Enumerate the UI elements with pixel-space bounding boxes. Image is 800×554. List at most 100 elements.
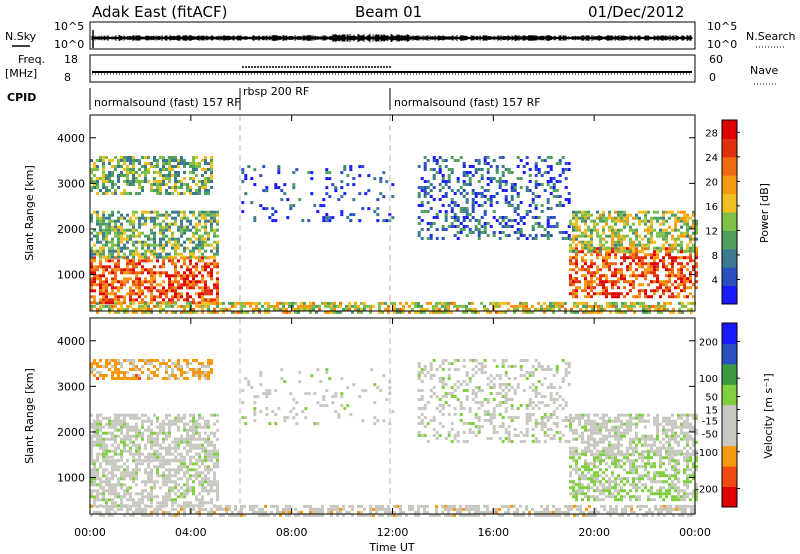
echo-cell (96, 362, 99, 365)
echo-cell (93, 368, 96, 371)
echo-cell (117, 458, 120, 462)
echo-cell (279, 301, 282, 305)
echo-cell (207, 301, 210, 305)
echo-cell (599, 280, 602, 284)
echo-cell (587, 286, 590, 290)
echo-cell (105, 192, 108, 195)
echo-cell (201, 304, 204, 308)
echo-cell (596, 231, 599, 235)
echo-cell (126, 262, 129, 266)
echo-cell (357, 307, 360, 311)
echo-cell (575, 249, 578, 253)
echo-cell (117, 237, 120, 241)
echo-cell (204, 431, 207, 435)
echo-cell (444, 383, 448, 386)
echo-cell (423, 365, 427, 368)
echo-cell (558, 201, 562, 204)
echo-cell (159, 486, 162, 490)
echo-cell (264, 307, 267, 311)
echo-cell (516, 204, 520, 207)
echo-cell (189, 271, 192, 275)
echo-cell (420, 380, 424, 383)
echo-cell (297, 307, 300, 311)
echo-cell (150, 459, 153, 463)
echo-cell (498, 231, 502, 234)
echo-cell (180, 292, 183, 296)
echo-cell (549, 165, 553, 168)
echo-cell (265, 413, 269, 417)
echo-cell (210, 243, 213, 247)
echo-cell (177, 452, 180, 456)
echo-cell (594, 301, 597, 305)
echo-cell (201, 471, 204, 475)
echo-cell (117, 180, 120, 183)
echo-cell (435, 395, 439, 398)
echo-cell (438, 198, 442, 201)
echo-cell (642, 301, 645, 305)
echo-cell (177, 292, 180, 296)
echo-cell (575, 213, 578, 217)
echo-cell (150, 443, 153, 447)
echo-cell (174, 471, 177, 475)
freq-tick-bottom: 8 (64, 71, 71, 84)
echo-cell (153, 165, 156, 168)
echo-cell (192, 310, 195, 314)
echo-cell (210, 455, 213, 459)
echo-cell (189, 210, 192, 214)
echo-cell (456, 159, 460, 162)
echo-cell (357, 310, 360, 314)
echo-cell (522, 234, 526, 237)
echo-cell (150, 359, 153, 362)
echo-cell (147, 271, 150, 275)
echo-cell (105, 437, 108, 441)
echo-cell (102, 459, 105, 463)
echo-cell (216, 458, 219, 462)
echo-cell (596, 234, 599, 238)
echo-cell (381, 301, 384, 305)
echo-cell (147, 180, 150, 183)
echo-cell (687, 301, 690, 305)
echo-cell (618, 307, 621, 311)
echo-cell (90, 307, 93, 311)
echo-cell (162, 246, 165, 250)
echo-cell (328, 171, 332, 175)
echo-cell (234, 304, 237, 308)
echo-cell (336, 304, 339, 308)
echo-cell (498, 310, 501, 314)
echo-cell (153, 265, 156, 269)
echo-cell (626, 249, 629, 253)
echo-cell (153, 252, 156, 256)
echo-cell (216, 498, 219, 502)
echo-cell (132, 180, 135, 183)
echo-cell (334, 189, 338, 193)
echo-cell (528, 168, 532, 171)
nave-label: Nave (750, 64, 778, 77)
echo-cell (516, 237, 520, 240)
echo-cell (641, 265, 644, 269)
echo-cell (420, 307, 423, 311)
echo-cell (590, 262, 593, 266)
echo-cell (255, 304, 258, 308)
echo-cell (108, 483, 111, 487)
echo-cell (93, 480, 96, 484)
echo-cell (216, 452, 219, 456)
echo-cell (393, 310, 396, 314)
echo-cell (259, 374, 263, 378)
echo-cell (534, 186, 538, 189)
echo-cell (474, 413, 478, 416)
echo-cell (686, 222, 689, 226)
echo-cell (198, 474, 201, 478)
echo-cell (438, 365, 442, 368)
echo-cell (605, 292, 608, 296)
echo-cell (141, 501, 144, 505)
echo-cell (564, 198, 568, 201)
echo-cell (195, 474, 198, 478)
echo-cell (177, 419, 180, 423)
echo-cell (168, 413, 171, 417)
echo-cell (300, 304, 303, 308)
echo-cell (156, 159, 159, 162)
echo-cell (531, 237, 535, 240)
echo-cell (647, 231, 650, 235)
echo-cell (644, 295, 647, 299)
echo-cell (117, 228, 120, 232)
